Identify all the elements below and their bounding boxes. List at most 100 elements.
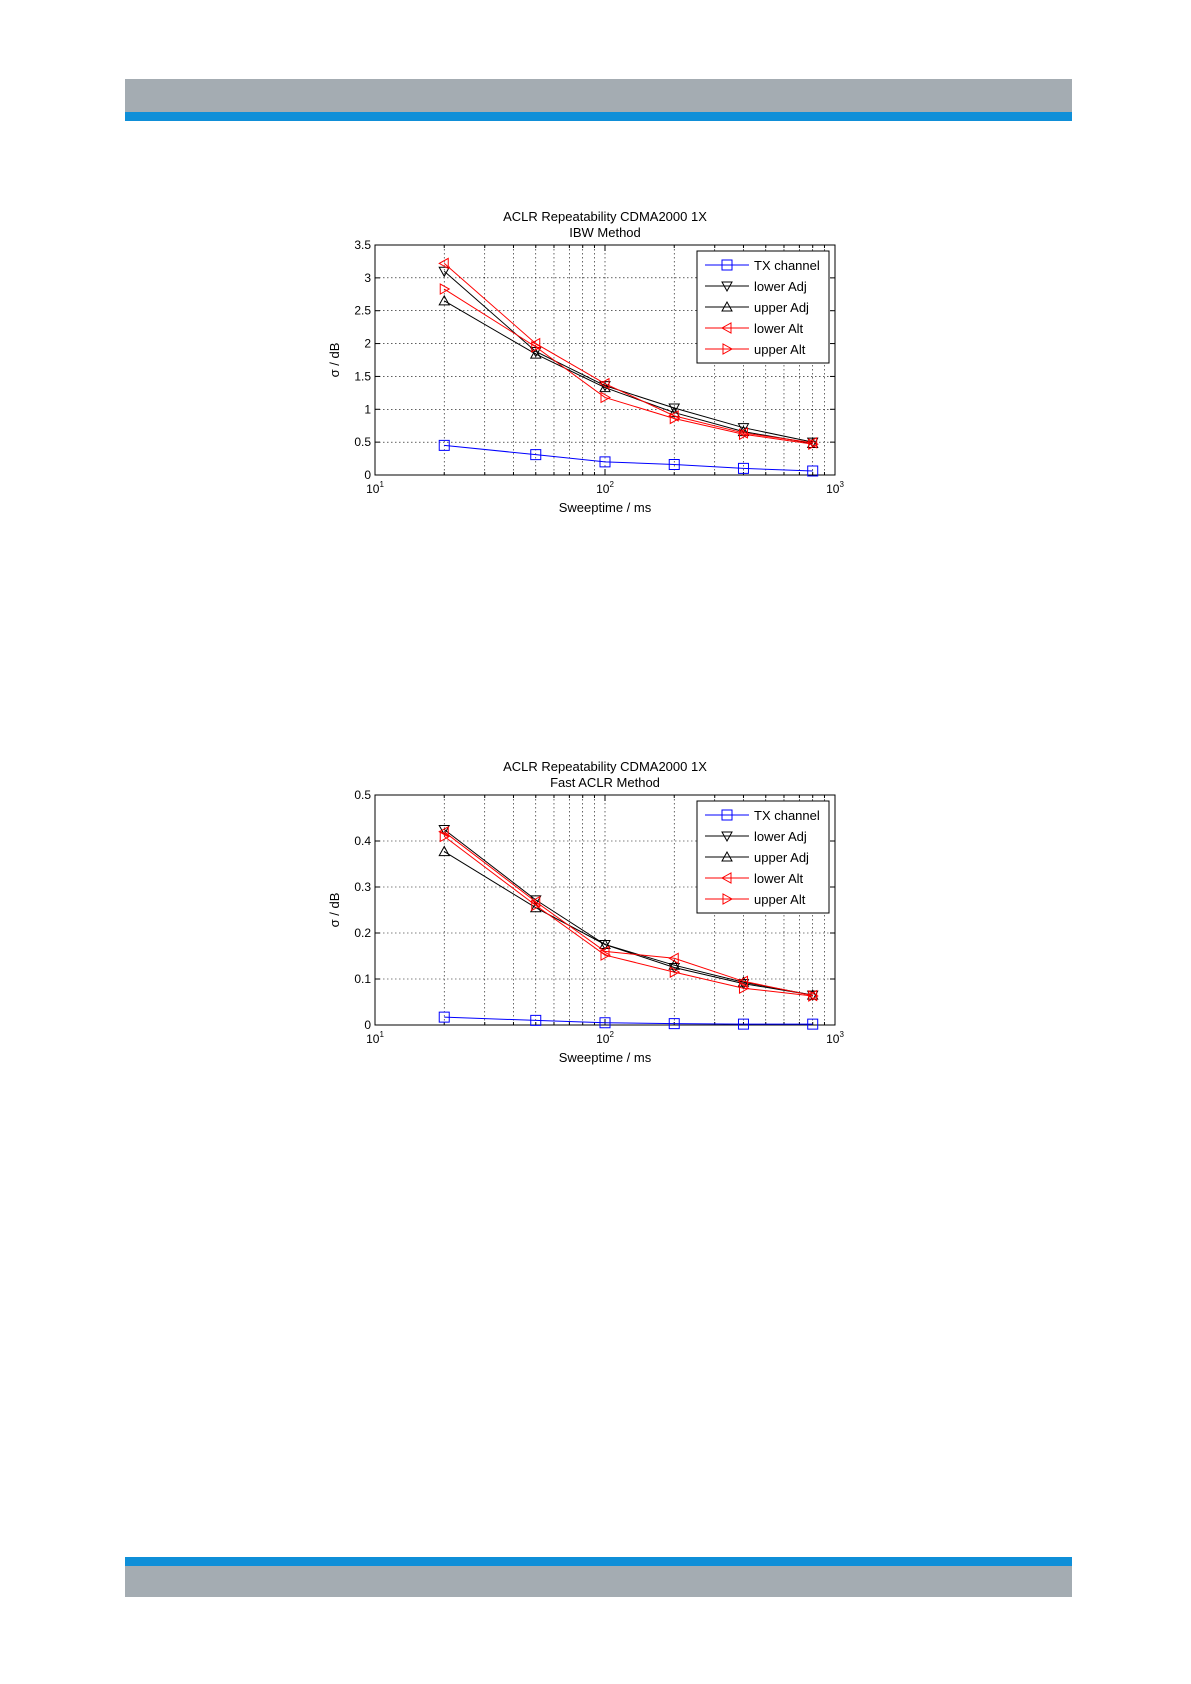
legend-label: lower Alt [754,321,804,336]
y-tick-label: 0 [364,1018,371,1032]
grid [375,795,835,1025]
data-point [669,412,681,425]
header-accent-bar [125,112,1072,121]
legend-marker [721,809,733,821]
x-tick-label: 102 [596,480,614,496]
y-tick-label: 3 [364,271,371,285]
data-point [738,428,750,441]
data-point [531,341,542,353]
data-point [438,1011,450,1023]
y-tick-label: 1 [364,402,371,416]
data-point [808,990,819,1002]
legend-label: upper Adj [754,850,809,865]
footer-bar [125,1566,1072,1597]
legend-marker [721,281,733,293]
series-upper-alt [439,830,819,1002]
series-line [444,444,813,472]
data-point [668,1018,680,1030]
legend-marker [721,259,733,271]
y-tick-label: 0.5 [354,435,371,449]
x-axis-label: Sweeptime / ms [559,1050,652,1065]
chart-title: ACLR Repeatability CDMA2000 1X [503,209,707,224]
data-point [807,465,819,477]
data-point [807,1018,819,1030]
x-tick-label: 102 [596,1030,614,1046]
legend-label: upper Adj [754,300,809,315]
legend-marker [721,300,733,312]
data-point [737,975,748,988]
data-point [439,283,451,295]
data-point [737,462,749,474]
legend-marker [722,343,734,355]
legend-marker [722,893,734,905]
y-tick-label: 0.3 [354,880,371,894]
x-axis-label: Sweeptime / ms [559,500,652,515]
chart-subtitle: Fast ACLR Method [550,775,660,790]
chart-title: ACLR Repeatability CDMA2000 1X [503,759,707,774]
legend-marker [721,850,733,862]
legend-box [696,800,830,914]
series-lower-alt [438,257,818,449]
y-tick-label: 0.1 [354,972,371,986]
legend-marker [720,322,732,334]
data-point [598,945,610,958]
data-point [806,436,818,449]
y-tick-label: 0.5 [354,788,371,802]
data-point [738,982,750,995]
y-tick-label: 0 [364,468,371,482]
legend-label: lower Adj [754,829,807,844]
data-point [531,899,542,912]
series-line [443,829,813,996]
x-tick-label: 103 [826,480,844,496]
data-point [438,825,449,838]
header-bar [125,79,1072,112]
data-point [599,456,611,468]
series-line [444,1016,813,1025]
y-tick-label: 2.5 [354,304,371,318]
legend-label: TX channel [754,258,820,273]
series-line [443,836,813,997]
data-point [737,427,748,439]
chart-ibw-method: ACLR Repeatability CDMA2000 1X IBW Method… [320,200,900,550]
data-point [600,391,612,404]
data-point [668,952,679,965]
legend-label: lower Adj [754,279,807,294]
legend-label: lower Alt [754,871,804,886]
data-point [438,257,449,270]
data-point [668,458,680,470]
y-tick-label: 2 [364,337,371,351]
data-point [530,1014,542,1026]
legend: TX channel lower Adj upper Adj lower Alt upp… [696,800,830,914]
data-point [439,830,451,843]
y-axis-label: σ / dB [327,893,342,928]
data-point [600,949,612,961]
legend-marker [720,872,732,884]
footer-accent-bar [125,1557,1072,1566]
y-tick-label: 3.5 [354,238,371,252]
series-line [443,288,813,445]
data-point [737,1018,749,1030]
series-upper-alt [439,283,819,450]
data-point [599,1017,611,1029]
legend-marker [721,831,733,843]
data-point [529,895,541,908]
y-tick-label: 0.4 [354,834,371,848]
legend: TX channel lower Adj upper Adj lower Alt upp… [696,250,830,364]
y-axis-label: σ / dB [327,343,342,378]
data-point [808,438,819,450]
x-tick-label: 101 [366,1030,384,1046]
y-tick-label: 0.2 [354,926,371,940]
data-point [438,266,451,278]
data-point [599,381,611,393]
data-point [529,348,542,359]
data-point [530,449,542,461]
series-line [443,831,813,997]
data-point [438,845,451,857]
data-point [438,439,450,451]
chart-subtitle: IBW Method [569,225,641,240]
legend-label: TX channel [754,808,820,823]
data-point [598,377,610,390]
y-tick-label: 1.5 [354,369,371,383]
